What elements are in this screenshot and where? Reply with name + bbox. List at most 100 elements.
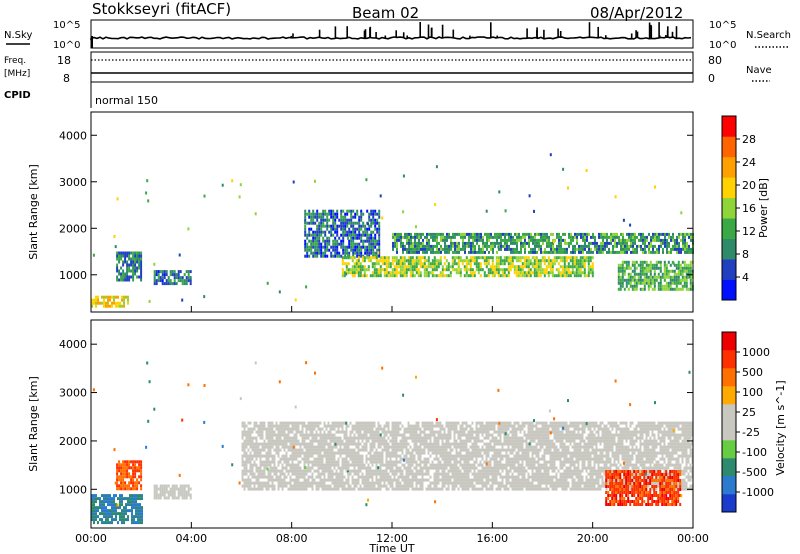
data-cell xyxy=(421,265,424,269)
data-cell xyxy=(267,448,270,452)
data-cell xyxy=(429,262,432,266)
data-cell xyxy=(672,244,674,248)
data-cell xyxy=(539,271,542,275)
data-cell xyxy=(430,247,432,251)
data-cell xyxy=(451,448,454,452)
data-cell xyxy=(447,262,450,266)
data-cell xyxy=(671,281,674,285)
data-cell xyxy=(265,451,268,455)
noise-cell xyxy=(294,298,297,302)
data-cell xyxy=(377,472,380,476)
data-cell xyxy=(572,250,574,254)
data-cell xyxy=(650,235,652,239)
data-cell xyxy=(411,469,414,473)
data-cell xyxy=(255,439,258,443)
data-cell xyxy=(427,262,430,266)
data-cell xyxy=(668,232,670,236)
data-cell xyxy=(421,451,424,455)
data-cell xyxy=(116,263,119,267)
data-cell xyxy=(361,256,364,260)
data-cell xyxy=(414,244,416,248)
data-cell xyxy=(564,247,566,251)
data-cell xyxy=(351,454,354,458)
data-cell xyxy=(332,215,335,219)
data-cell xyxy=(293,487,296,491)
data-cell xyxy=(253,481,256,485)
data-cell xyxy=(558,250,560,254)
data-cell xyxy=(620,238,622,242)
data-cell xyxy=(644,244,646,248)
data-cell xyxy=(326,242,329,246)
data-cell xyxy=(371,421,374,425)
data-cell xyxy=(133,506,135,510)
data-cell xyxy=(643,281,646,285)
data-cell xyxy=(517,268,520,272)
data-cell xyxy=(420,241,422,245)
data-cell xyxy=(557,256,560,260)
data-cell xyxy=(185,484,188,488)
data-cell xyxy=(155,270,158,274)
data-cell xyxy=(243,427,246,431)
data-cell xyxy=(134,466,137,470)
data-cell xyxy=(473,259,476,263)
data-cell xyxy=(630,232,632,236)
data-cell xyxy=(332,242,335,246)
data-cell xyxy=(612,244,614,248)
data-cell xyxy=(271,481,274,485)
data-cell xyxy=(373,430,376,434)
data-cell xyxy=(136,269,139,273)
data-cell xyxy=(449,460,452,464)
data-cell xyxy=(381,430,384,434)
data-cell xyxy=(368,251,371,255)
data-cell xyxy=(255,436,258,440)
data-cell xyxy=(491,259,494,263)
data-cell xyxy=(403,256,406,260)
data-cell xyxy=(306,245,309,249)
data-cell xyxy=(376,221,379,225)
data-cell xyxy=(470,232,472,236)
data-cell xyxy=(397,259,400,263)
data-cell xyxy=(397,487,400,491)
data-cell xyxy=(405,466,408,470)
data-cell xyxy=(548,250,550,254)
data-cell xyxy=(134,472,137,476)
data-cell xyxy=(379,256,382,260)
data-cell xyxy=(536,238,538,242)
data-cell xyxy=(677,281,680,285)
data-cell xyxy=(409,265,412,269)
data-cell xyxy=(357,274,360,278)
data-cell xyxy=(415,472,418,476)
data-cell xyxy=(387,475,390,479)
data-cell xyxy=(436,250,438,254)
data-cell xyxy=(322,209,325,213)
data-cell xyxy=(253,427,256,431)
data-cell xyxy=(321,472,324,476)
data-cell xyxy=(437,424,440,428)
data-cell xyxy=(128,487,131,491)
data-cell xyxy=(401,256,404,260)
data-cell xyxy=(333,424,336,428)
data-cell xyxy=(410,244,412,248)
noise-cell xyxy=(203,194,206,198)
data-cell xyxy=(316,242,319,246)
data-cell xyxy=(277,484,280,488)
data-cell xyxy=(539,268,542,272)
data-cell xyxy=(457,445,460,449)
data-cell xyxy=(573,262,576,266)
data-cell xyxy=(665,275,668,279)
data-cell xyxy=(459,436,462,440)
noise-cell xyxy=(254,212,257,216)
data-cell xyxy=(470,247,472,251)
data-cell xyxy=(427,451,430,455)
data-cell xyxy=(111,506,113,510)
data-cell xyxy=(347,268,350,272)
data-cell xyxy=(344,233,347,237)
data-cell xyxy=(639,275,642,279)
data-cell xyxy=(635,284,638,288)
noise-cell xyxy=(345,272,348,276)
data-cell xyxy=(383,424,386,428)
data-cell xyxy=(413,259,416,263)
data-cell xyxy=(305,466,308,470)
data-cell xyxy=(411,256,414,260)
data-cell xyxy=(666,238,668,242)
